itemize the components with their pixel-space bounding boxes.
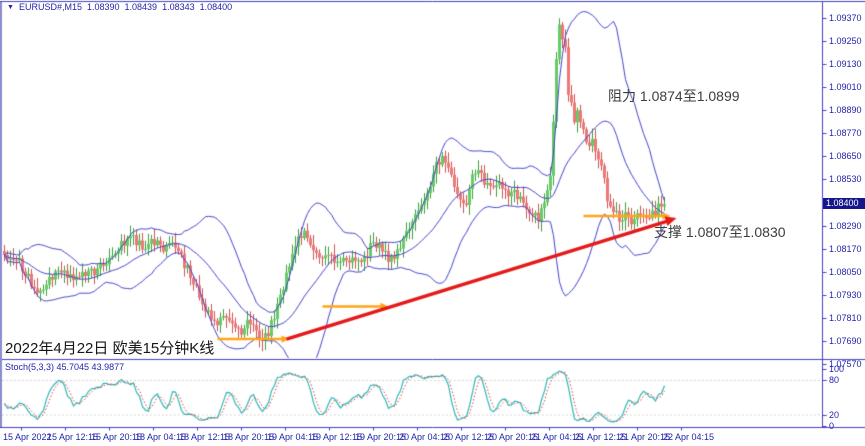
price-axis-label: 1.07930: [829, 290, 862, 300]
symbol-timeframe-label: EURUSD#,M15: [18, 2, 82, 12]
price-axis-label: 1.09010: [829, 82, 862, 92]
time-axis-label: 21 Apr 12:15: [575, 432, 627, 442]
time-axis-label: 20 Apr 12:15: [443, 432, 495, 442]
support-annotation: 支撑 1.0807至1.0830: [654, 224, 786, 240]
chart-header: ▼ EURUSD#,M15 1.08390 1.08439 1.08343 1.…: [7, 3, 232, 12]
ohlc-high-value: 1.08439: [124, 2, 158, 12]
price-axis-label: 1.09130: [829, 59, 862, 69]
price-axis-label: 1.07810: [829, 313, 862, 323]
price-axis-label: 1.08530: [829, 174, 862, 184]
time-axis-label: 21 Apr 20:15: [619, 432, 671, 442]
time-axis-label: 20 Apr 20:15: [487, 432, 539, 442]
time-axis-label: 19 Apr 20:15: [355, 432, 407, 442]
stoch-axis-label: 100: [829, 364, 845, 374]
price-axis-label: 1.08890: [829, 105, 862, 115]
time-axis-label: 18 Apr 12:15: [179, 432, 231, 442]
price-axis-label: 1.09250: [829, 36, 862, 46]
current-price-badge: 1.08400: [823, 198, 865, 209]
collapse-ohlc-icon[interactable]: ▼: [7, 4, 14, 11]
price-axis-label: 1.08050: [829, 267, 862, 277]
price-axis-label: 1.07690: [829, 336, 862, 346]
time-axis-label: 15 Apr 20:15: [91, 432, 143, 442]
stoch-axis-label: 0: [829, 421, 835, 431]
time-axis-label: 19 Apr 12:15: [311, 432, 363, 442]
time-axis-label: 20 Apr 04:15: [399, 432, 451, 442]
time-axis-label: 18 Apr 04:15: [135, 432, 187, 442]
resistance-annotation: 阻力 1.0874至1.0899: [608, 88, 740, 104]
price-axis-label: 1.07570: [829, 359, 862, 369]
stoch-axis-label: 80: [829, 375, 840, 385]
stochastic-indicator-label: Stoch(5,3,3) 45.7045 43.9877: [5, 362, 125, 372]
time-axis-label: 15 Apr 2022: [3, 432, 52, 442]
ohlc-open-value: 1.08390: [86, 2, 120, 12]
ohlc-close-value: 1.08400: [199, 2, 233, 12]
time-axis-label: 15 Apr 12:15: [47, 432, 99, 442]
stoch-axis-label: 20: [829, 410, 840, 420]
chart-caption: 2022年4月22日 欧美15分钟K线: [5, 340, 215, 357]
time-axis-label: 22 Apr 04:15: [663, 432, 715, 442]
time-axis-label: 18 Apr 20:15: [223, 432, 275, 442]
time-axis-label: 19 Apr 04:15: [267, 432, 319, 442]
ohlc-low-value: 1.08343: [162, 2, 195, 12]
price-axis-label: 1.09370: [829, 13, 862, 23]
price-axis-label: 1.08650: [829, 151, 862, 161]
time-axis-label: 21 Apr 04:15: [531, 432, 583, 442]
price-axis-label: 1.08170: [829, 244, 862, 254]
price-axis-label: 1.08770: [829, 128, 862, 138]
price-axis-label: 1.08290: [829, 221, 862, 231]
